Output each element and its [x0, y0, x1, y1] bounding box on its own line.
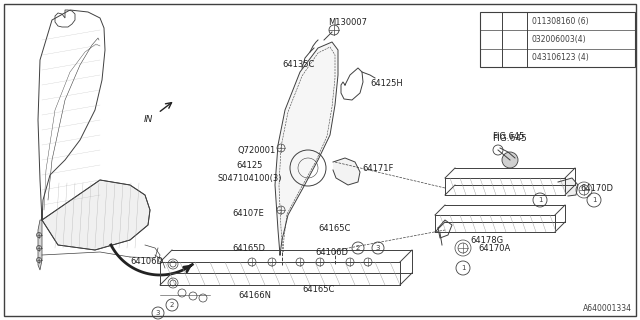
Polygon shape	[333, 158, 360, 185]
Text: S047104100(3): S047104100(3)	[218, 173, 282, 182]
Text: FIG.645: FIG.645	[492, 132, 524, 140]
Polygon shape	[275, 42, 338, 255]
Text: FIG.645: FIG.645	[492, 133, 527, 142]
Text: 3: 3	[376, 245, 380, 251]
Text: 2: 2	[356, 245, 360, 251]
Text: 64171F: 64171F	[362, 164, 394, 172]
Polygon shape	[55, 10, 75, 27]
Text: 3: 3	[488, 53, 493, 62]
Polygon shape	[38, 220, 42, 270]
Text: 2: 2	[170, 302, 174, 308]
Text: 64170D: 64170D	[580, 183, 613, 193]
Text: 032006003(4): 032006003(4)	[532, 35, 587, 44]
Text: M130007: M130007	[328, 18, 367, 27]
Text: 64125H: 64125H	[370, 78, 403, 87]
Text: Q720001: Q720001	[238, 146, 276, 155]
Text: A640001334: A640001334	[583, 304, 632, 313]
Text: 64178G: 64178G	[470, 236, 503, 244]
Text: 64135C: 64135C	[282, 60, 314, 68]
Text: 64165C: 64165C	[318, 223, 350, 233]
Text: 011308160 (6): 011308160 (6)	[532, 17, 589, 26]
Text: 64106D: 64106D	[130, 258, 163, 267]
Circle shape	[502, 152, 518, 168]
Text: 64165D: 64165D	[232, 244, 265, 252]
Text: 64170A: 64170A	[478, 244, 510, 252]
Text: 1: 1	[461, 265, 465, 271]
Polygon shape	[558, 178, 578, 196]
Polygon shape	[42, 180, 150, 250]
Text: 64106D: 64106D	[315, 247, 348, 257]
Text: 043106123 (4): 043106123 (4)	[532, 53, 589, 62]
Bar	[480, 12, 635, 67]
Text: 1: 1	[488, 17, 493, 26]
Text: 64165C: 64165C	[302, 285, 334, 294]
Text: 64166N: 64166N	[238, 292, 271, 300]
Text: 1: 1	[538, 197, 542, 203]
Text: S: S	[511, 53, 516, 62]
Text: 2: 2	[488, 35, 493, 44]
Text: W: W	[510, 35, 518, 44]
Text: 64107E: 64107E	[232, 209, 264, 218]
Text: 3: 3	[156, 310, 160, 316]
Text: B: B	[511, 17, 516, 26]
Text: 1: 1	[592, 197, 596, 203]
Text: 64125: 64125	[236, 161, 262, 170]
Text: IN: IN	[143, 115, 153, 124]
